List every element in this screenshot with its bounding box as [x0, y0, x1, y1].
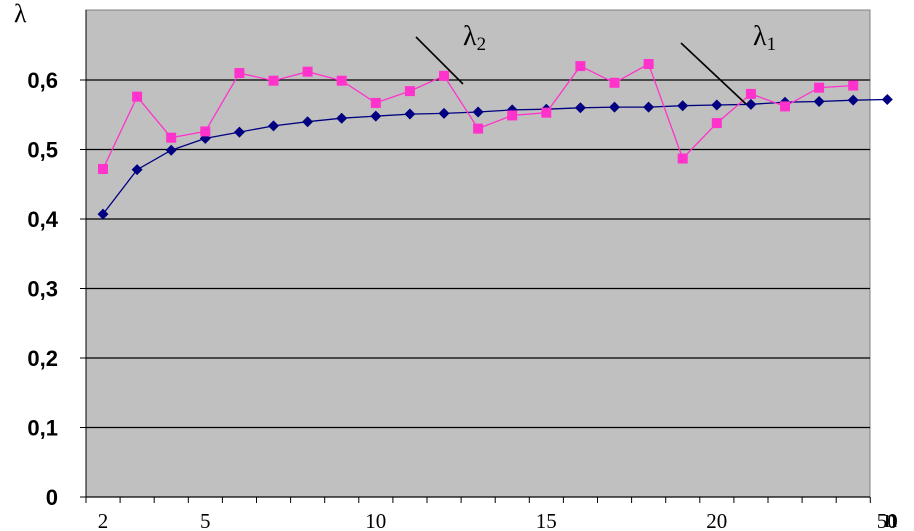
series-2-point [575, 61, 586, 72]
series-2-point [268, 75, 279, 86]
series-label-leader-lambda1 [680, 42, 747, 105]
series-2 [98, 59, 859, 174]
series-2-point [404, 86, 415, 97]
y-tick-label: 0,5 [27, 138, 58, 163]
series-label-lambda2-sub: 2 [477, 34, 487, 55]
series-1-point [711, 99, 723, 111]
series-2-point [132, 91, 143, 102]
series-1-point [131, 164, 143, 176]
series-1-point [97, 208, 109, 220]
y-tick-label: 0,3 [27, 277, 58, 302]
series-1-point [813, 96, 825, 108]
series-2-point [711, 118, 722, 129]
series-2-point [677, 153, 688, 164]
x-tick-label: 10 [365, 509, 386, 531]
series-2-point [473, 123, 484, 134]
series-label-lambda1-sub: 1 [767, 34, 777, 55]
series-1-line [102, 98, 888, 215]
y-tick-label: 0,4 [27, 207, 58, 232]
series-2-point [234, 68, 245, 79]
series-2-point [848, 80, 859, 91]
x-tick-label: 20 [706, 509, 727, 531]
series-2-point [439, 70, 449, 81]
series-2-point [541, 107, 552, 118]
series-2-point [745, 88, 756, 99]
series-label-lambda1: λ1 [753, 21, 776, 55]
y-tick-label: 0,2 [27, 346, 58, 371]
grid-lines [86, 79, 870, 429]
series-label-lambda1-main: λ [753, 21, 767, 52]
series-2-point [200, 126, 211, 137]
plot-area [85, 9, 871, 498]
x-axis-title: n [884, 504, 897, 531]
y-tick-labels: 0 0,1 0,2 0,3 0,4 0,5 0,6 [27, 68, 58, 510]
x-tick-label: 5 [200, 509, 211, 531]
series-2-point [166, 132, 177, 143]
series-2-point [302, 66, 313, 77]
axes [80, 10, 871, 503]
series-1-point [233, 126, 245, 138]
series-1-point [268, 120, 279, 132]
series-1-point [302, 116, 314, 128]
series-2-point [814, 82, 825, 93]
series-1-point [643, 101, 655, 113]
series-1-point [165, 144, 177, 156]
x-tick-label: 2 [98, 509, 109, 531]
series-1-point [472, 106, 484, 118]
y-tick-label: 0,6 [27, 68, 58, 93]
y-tick-label: 0,1 [27, 416, 58, 441]
series-label-lambda2-main: λ [463, 21, 477, 52]
series-2-point [336, 75, 347, 86]
series-label-lambda2: λ2 [463, 21, 486, 55]
series-2-point [609, 77, 620, 88]
y-axis-title: λ [14, 0, 27, 28]
series-1-point [609, 101, 620, 113]
series-2-point [780, 101, 790, 112]
series-1-point [677, 100, 689, 112]
series-2-point [370, 97, 381, 108]
series-1 [97, 93, 893, 220]
x-tick-labels: 2 5 10 15 20 50 [98, 509, 898, 531]
series-1-point [438, 107, 450, 119]
x-tick-label: 15 [536, 509, 557, 531]
series-1-point [404, 108, 416, 120]
series-1-point [847, 94, 859, 106]
series-1-point [370, 110, 382, 122]
x-tick-label: 50 [877, 509, 898, 531]
series-1-point [881, 93, 893, 105]
series-2-point [643, 59, 654, 70]
series-2-point [98, 163, 108, 174]
series-1-point [336, 112, 348, 124]
series-1-point [574, 102, 586, 114]
series-2-point [507, 110, 518, 121]
y-tick-label: 0 [46, 485, 58, 510]
series-1-point [745, 98, 757, 110]
series [97, 59, 893, 220]
series-label-leader-lambda2 [415, 36, 464, 85]
